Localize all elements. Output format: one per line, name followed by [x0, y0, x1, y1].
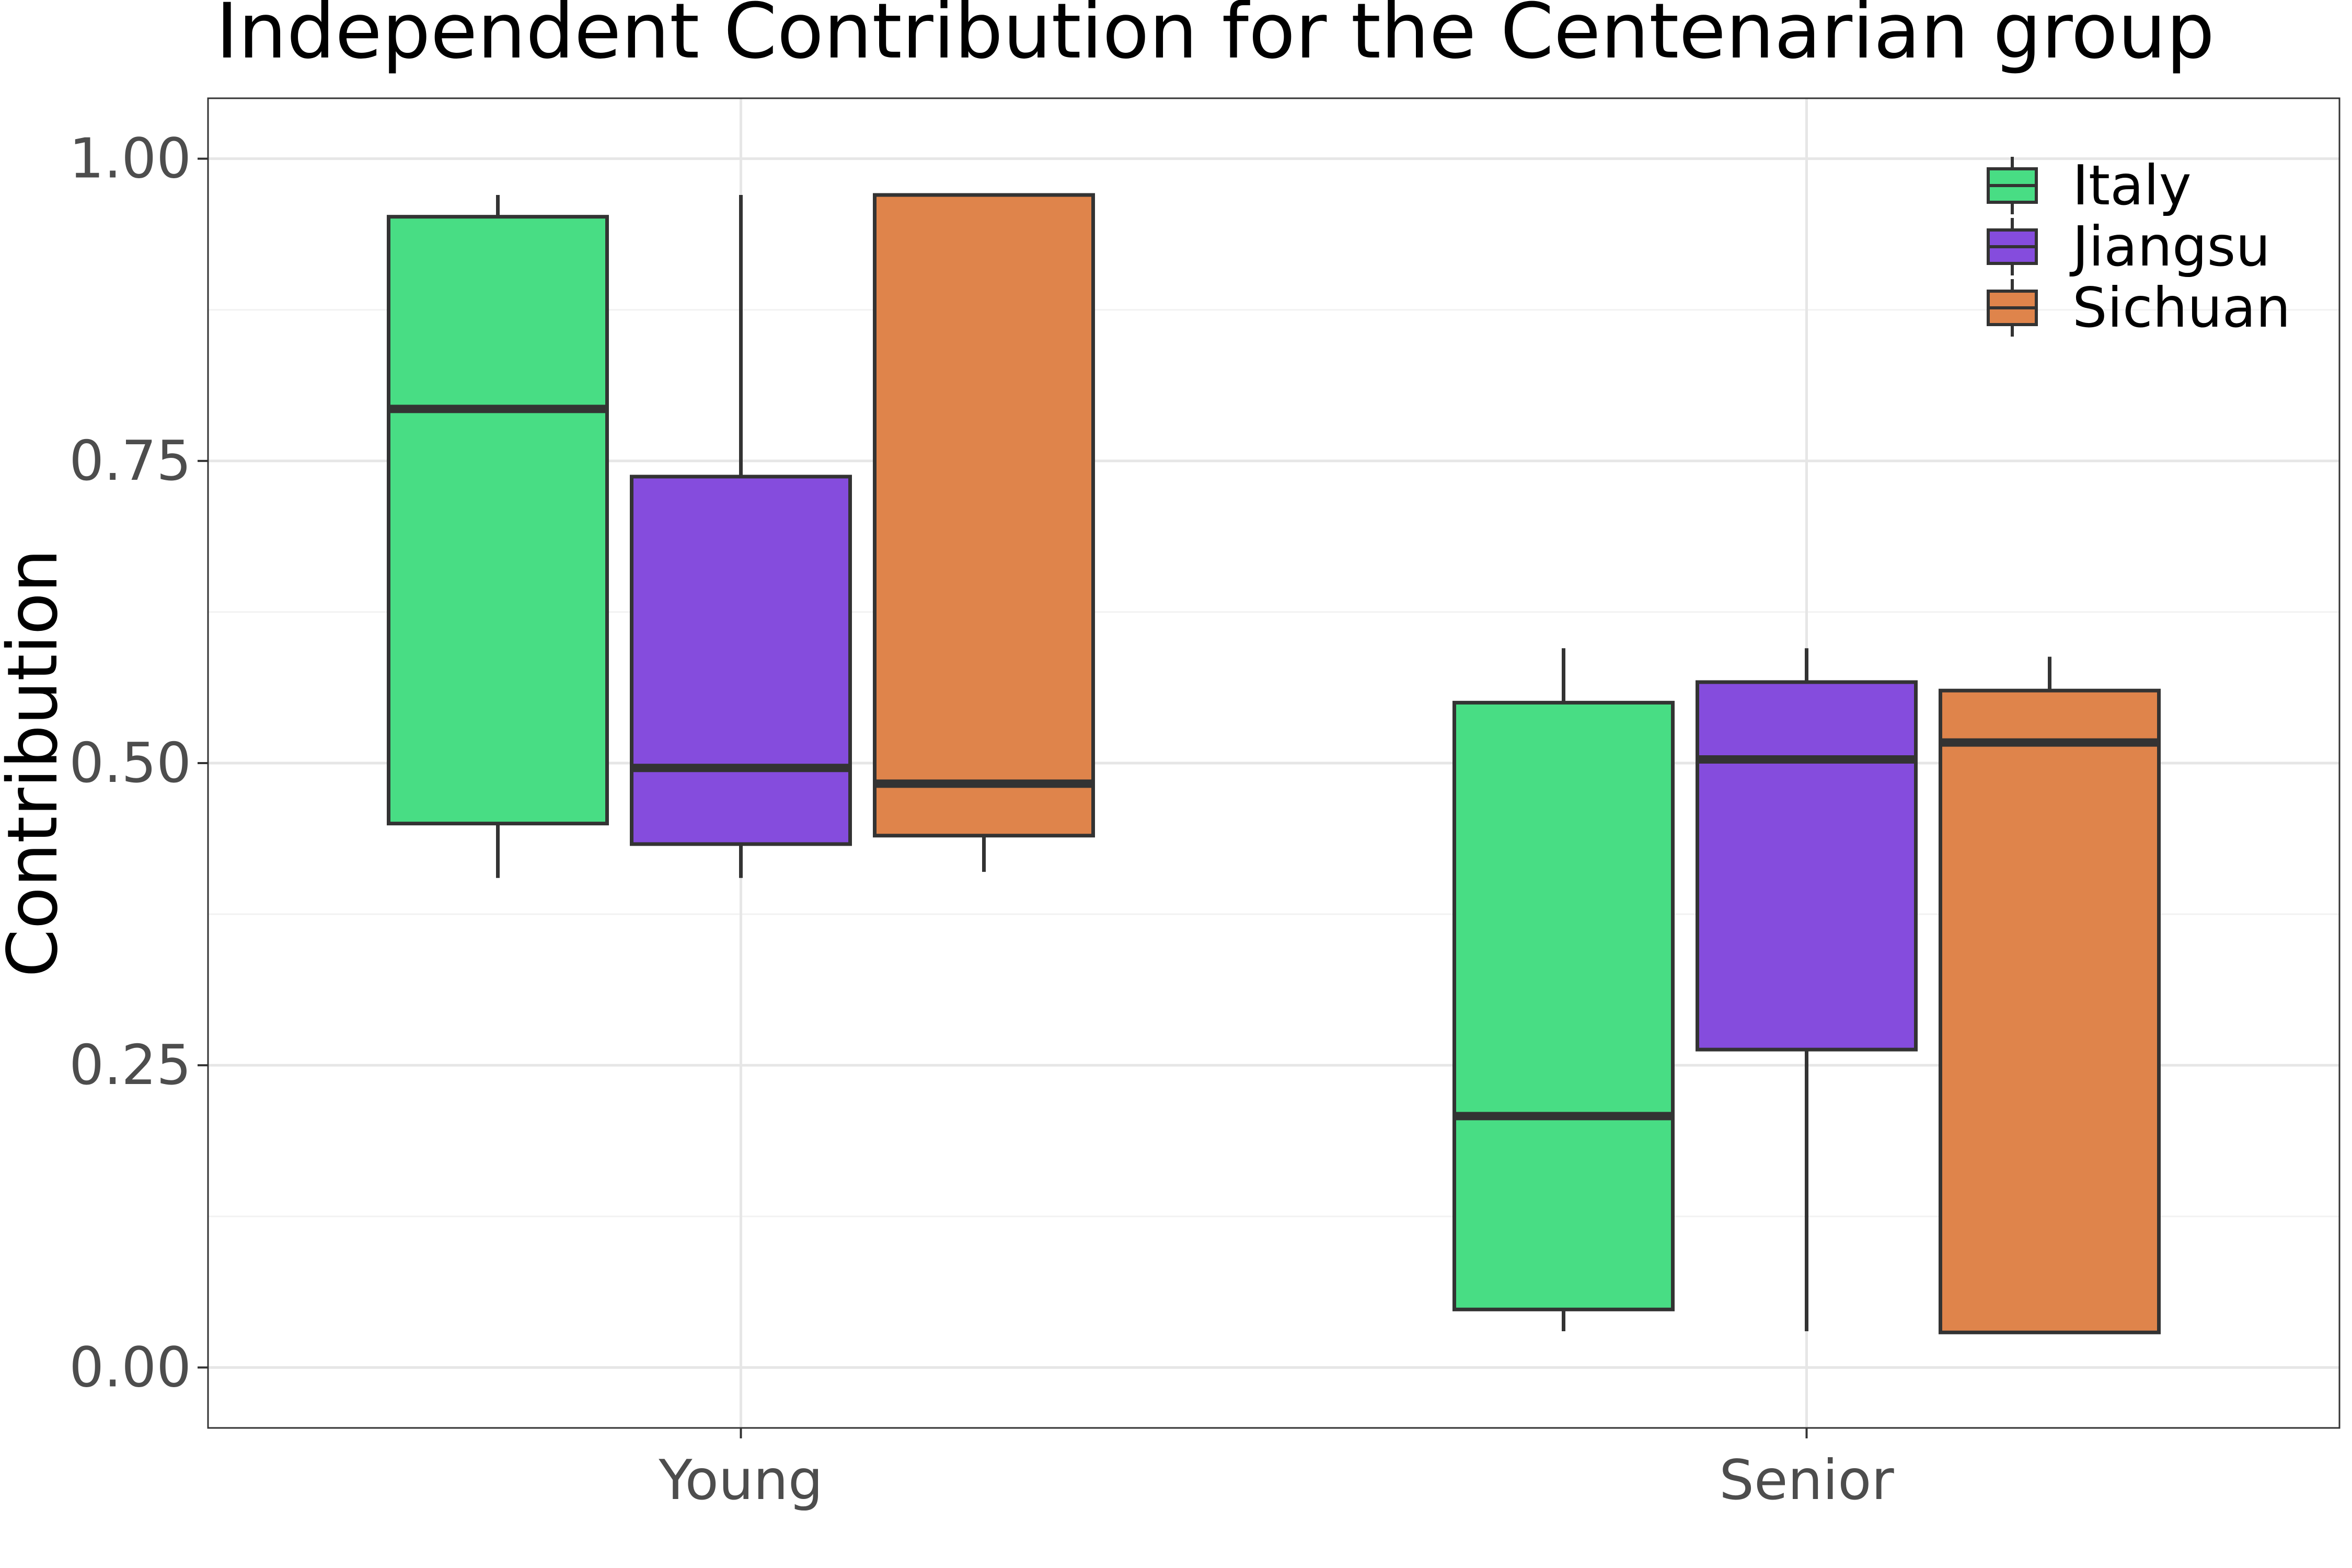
axis-layer: 0.00 0.25 0.50 0.75 1.00 Young Senior	[69, 127, 1894, 1512]
y-tick-label: 1.00	[69, 127, 191, 191]
legend-label: Sichuan	[2072, 276, 2291, 340]
box-body	[873, 193, 1095, 838]
legend-item-italy: Italy	[1987, 154, 2192, 217]
box-sichuan-senior	[1939, 656, 2161, 1334]
chart-title: Independent Contribution for the Centena…	[216, 0, 2215, 76]
box-body	[1939, 688, 2161, 1334]
x-tick-label: Senior	[1719, 1448, 1894, 1512]
y-tick-label: 0.00	[69, 1335, 191, 1399]
box-body	[1696, 680, 1918, 1052]
x-tick-label: Young	[658, 1448, 823, 1512]
box-italy-young	[387, 195, 609, 878]
y-tick-label: 0.75	[69, 429, 191, 493]
y-tick-label: 0.50	[69, 731, 191, 795]
y-axis-title: Contribution	[0, 549, 73, 977]
box-body	[1452, 700, 1675, 1311]
legend-item-jiangsu: Jiangsu	[1987, 215, 2270, 279]
box-body	[387, 215, 609, 826]
legend-label: Italy	[2072, 154, 2192, 217]
box-italy-senior	[1452, 648, 1675, 1331]
box-body	[630, 475, 852, 846]
box-jiangsu-senior	[1696, 648, 1918, 1331]
box-sichuan-young	[873, 193, 1095, 872]
box-jiangsu-young	[630, 195, 852, 878]
y-tick-label: 0.25	[69, 1033, 191, 1097]
legend-label: Jiangsu	[2069, 215, 2270, 279]
box-layer	[387, 193, 2161, 1334]
legend-item-sichuan: Sichuan	[1987, 276, 2291, 340]
